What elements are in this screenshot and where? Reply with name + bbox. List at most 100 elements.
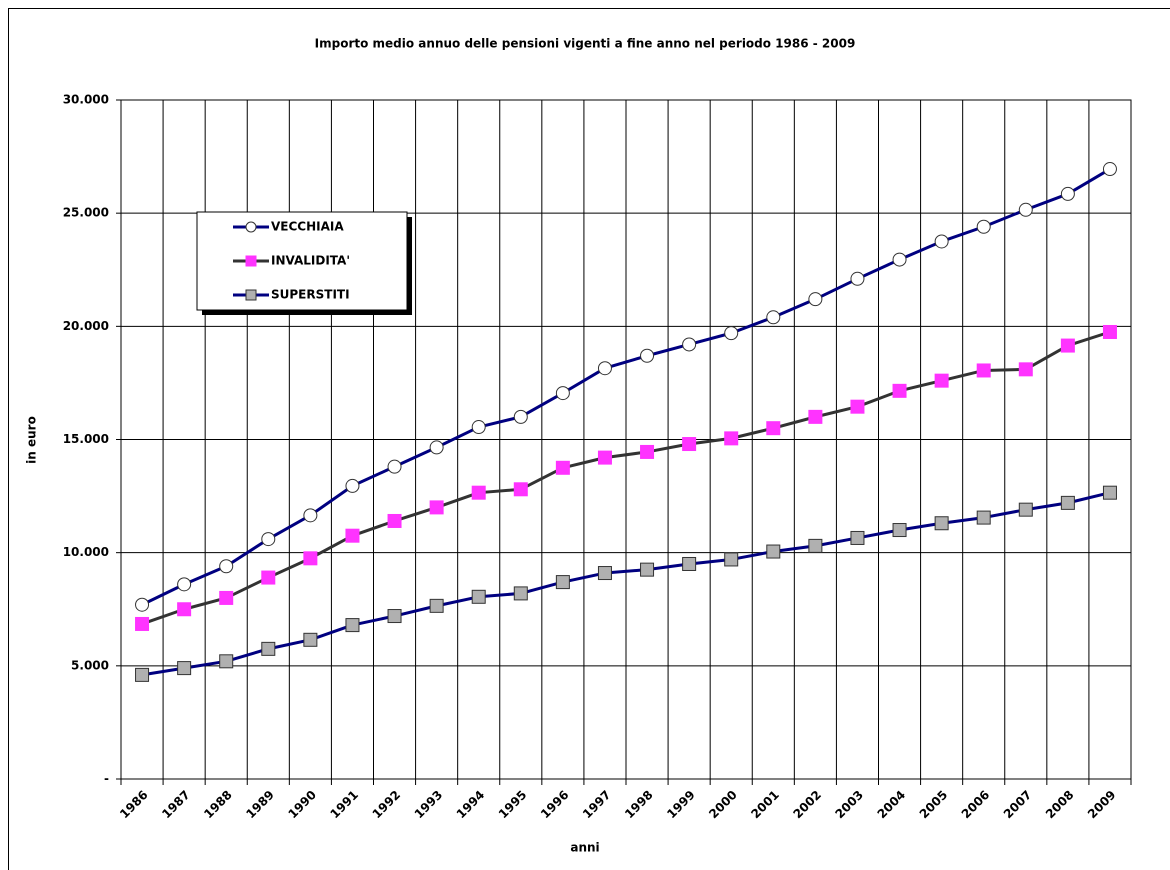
x-tick-label: 2000	[706, 788, 740, 822]
marker	[513, 409, 528, 424]
marker	[1018, 202, 1033, 217]
x-tick-label: 2009	[1085, 788, 1119, 822]
marker	[387, 459, 402, 474]
marker	[555, 386, 570, 401]
x-tick-label: 1986	[117, 788, 151, 822]
series-line	[141, 167, 1111, 607]
x-tick-label: 1998	[622, 788, 656, 822]
plot-area	[120, 99, 1132, 780]
y-tick-label: 10.000	[63, 545, 109, 559]
x-tick-label: 1989	[243, 788, 277, 822]
marker	[766, 544, 781, 559]
legend-label: SUPERSTITI	[271, 288, 350, 302]
x-tick-label: 2001	[748, 788, 782, 822]
marker	[345, 528, 360, 543]
x-tick-label: 2008	[1043, 788, 1077, 822]
marker	[976, 510, 991, 525]
marker	[555, 460, 570, 475]
marker	[976, 363, 991, 378]
marker	[640, 444, 655, 459]
marker	[303, 632, 318, 647]
series-line	[141, 491, 1111, 677]
marker	[219, 559, 234, 574]
marker	[429, 500, 444, 515]
marker	[892, 523, 907, 538]
marker	[261, 570, 276, 585]
marker	[976, 219, 991, 234]
chart-frame	[8, 8, 1170, 870]
marker	[177, 602, 192, 617]
marker	[640, 562, 655, 577]
marker	[934, 516, 949, 531]
marker	[471, 420, 486, 435]
legend-label: VECCHIAIA	[271, 220, 344, 234]
marker	[345, 478, 360, 493]
marker	[219, 590, 234, 605]
marker	[555, 575, 570, 590]
series-line	[141, 330, 1111, 626]
marker	[429, 440, 444, 455]
marker	[850, 399, 865, 414]
marker	[682, 556, 697, 571]
marker	[892, 383, 907, 398]
marker	[1102, 324, 1117, 339]
marker	[261, 641, 276, 656]
marker	[597, 450, 612, 465]
marker	[177, 661, 192, 676]
chart-title: Importo medio annuo delle pensioni vigen…	[315, 37, 856, 51]
marker	[766, 310, 781, 325]
x-tick-label: 1987	[159, 788, 193, 822]
marker	[303, 508, 318, 523]
marker	[682, 437, 697, 452]
x-tick-label: 2005	[917, 788, 951, 822]
y-tick-label: 25.000	[63, 206, 109, 220]
y-tick-label: 20.000	[63, 319, 109, 333]
marker	[808, 292, 823, 307]
marker	[135, 667, 150, 682]
x-tick-label: 1988	[201, 788, 235, 822]
legend	[196, 211, 408, 311]
x-tick-label: 1994	[454, 788, 488, 822]
marker	[1102, 485, 1117, 500]
marker	[219, 654, 234, 669]
x-tick-label: 1997	[580, 788, 614, 822]
marker	[892, 252, 907, 267]
x-tick-label: 2003	[833, 788, 867, 822]
x-axis-label: anni	[570, 841, 599, 855]
y-tick-label: -	[104, 772, 109, 786]
legend-marker	[245, 221, 257, 233]
marker	[682, 337, 697, 352]
marker	[1102, 162, 1117, 177]
x-tick-label: 1992	[370, 788, 404, 822]
marker	[513, 482, 528, 497]
marker	[1060, 186, 1075, 201]
y-axis-label: in euro	[25, 416, 39, 464]
x-tick-label: 2006	[959, 788, 993, 822]
marker	[808, 409, 823, 424]
marker	[597, 566, 612, 581]
x-tick-label: 1999	[664, 788, 698, 822]
marker	[934, 373, 949, 388]
marker	[1060, 338, 1075, 353]
marker	[303, 551, 318, 566]
marker	[1018, 362, 1033, 377]
marker	[429, 598, 444, 613]
marker	[766, 421, 781, 436]
marker	[850, 271, 865, 286]
marker	[471, 485, 486, 500]
marker	[261, 532, 276, 547]
y-tick-label: 30.000	[63, 93, 109, 107]
marker	[513, 586, 528, 601]
marker	[387, 609, 402, 624]
marker	[387, 513, 402, 528]
marker	[640, 348, 655, 363]
y-tick-label: 5.000	[71, 658, 109, 672]
marker	[177, 577, 192, 592]
x-tick-label: 2004	[875, 788, 909, 822]
marker	[1018, 502, 1033, 517]
marker	[135, 616, 150, 631]
marker	[597, 361, 612, 376]
x-tick-label: 1993	[412, 788, 446, 822]
x-tick-label: 1996	[538, 788, 572, 822]
